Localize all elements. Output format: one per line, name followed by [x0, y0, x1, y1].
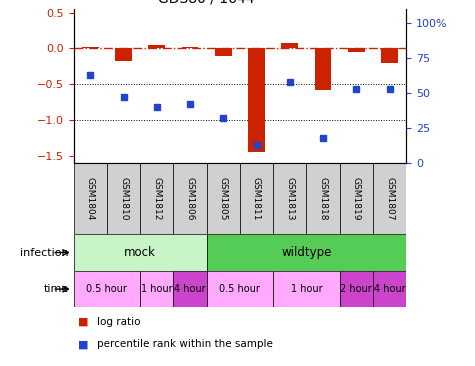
Text: mock: mock — [124, 246, 156, 259]
Text: ■: ■ — [78, 339, 89, 349]
Text: GSM1805: GSM1805 — [219, 177, 228, 220]
Bar — [74, 271, 140, 307]
Bar — [314, 48, 332, 90]
Text: percentile rank within the sample: percentile rank within the sample — [97, 339, 273, 349]
Bar — [181, 47, 199, 48]
Text: 4 hour: 4 hour — [374, 284, 405, 294]
Bar — [207, 234, 406, 271]
Bar — [140, 271, 173, 307]
Bar — [340, 271, 373, 307]
Text: 1 hour: 1 hour — [291, 284, 322, 294]
Text: 1 hour: 1 hour — [141, 284, 172, 294]
Bar — [115, 48, 132, 61]
Text: GSM1804: GSM1804 — [86, 177, 95, 220]
Bar — [348, 48, 365, 52]
Bar — [373, 271, 406, 307]
Bar — [207, 271, 273, 307]
Text: GSM1812: GSM1812 — [152, 177, 161, 220]
Bar — [381, 48, 398, 63]
Bar — [173, 163, 207, 234]
Text: GSM1819: GSM1819 — [352, 177, 361, 220]
Text: wildtype: wildtype — [281, 246, 332, 259]
Text: ■: ■ — [78, 317, 89, 327]
Bar — [273, 163, 306, 234]
Text: GDS80 / 1644: GDS80 / 1644 — [158, 0, 255, 5]
Bar — [74, 163, 107, 234]
Text: infection: infection — [20, 247, 69, 258]
Bar — [373, 163, 406, 234]
Bar — [173, 271, 207, 307]
Text: time: time — [44, 284, 69, 294]
Text: 2 hour: 2 hour — [341, 284, 372, 294]
Bar — [273, 271, 340, 307]
Text: GSM1807: GSM1807 — [385, 177, 394, 220]
Text: 0.5 hour: 0.5 hour — [219, 284, 260, 294]
Text: GSM1818: GSM1818 — [319, 177, 327, 220]
Bar — [107, 163, 140, 234]
Text: log ratio: log ratio — [97, 317, 141, 327]
Bar — [74, 234, 207, 271]
Text: GSM1810: GSM1810 — [119, 177, 128, 220]
Bar — [306, 163, 340, 234]
Bar — [340, 163, 373, 234]
Text: GSM1813: GSM1813 — [285, 177, 294, 220]
Bar — [281, 43, 298, 48]
Bar — [148, 45, 165, 48]
Bar — [248, 48, 265, 152]
Text: 0.5 hour: 0.5 hour — [86, 284, 127, 294]
Text: GSM1806: GSM1806 — [186, 177, 194, 220]
Bar — [140, 163, 173, 234]
Text: GSM1811: GSM1811 — [252, 177, 261, 220]
Text: 4 hour: 4 hour — [174, 284, 206, 294]
Bar — [207, 163, 240, 234]
Bar — [240, 163, 273, 234]
Bar — [215, 48, 232, 56]
Bar — [82, 47, 99, 48]
